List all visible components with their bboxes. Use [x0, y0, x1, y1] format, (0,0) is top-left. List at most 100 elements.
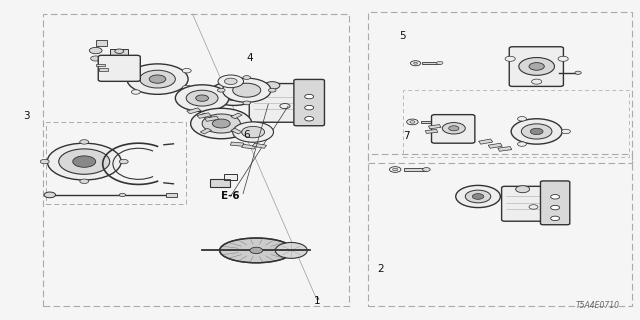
Circle shape — [182, 68, 191, 73]
Circle shape — [531, 128, 543, 135]
Circle shape — [550, 216, 559, 220]
Circle shape — [73, 156, 96, 167]
Text: 2: 2 — [377, 264, 384, 275]
Bar — [231, 128, 242, 134]
Circle shape — [550, 195, 559, 199]
Bar — [197, 113, 211, 118]
Circle shape — [233, 122, 273, 142]
Circle shape — [175, 85, 229, 111]
Circle shape — [90, 47, 102, 54]
Text: E-6: E-6 — [221, 191, 240, 202]
Bar — [187, 108, 201, 114]
Text: 4: 4 — [246, 53, 253, 63]
Bar — [404, 168, 426, 171]
Circle shape — [119, 159, 128, 164]
Circle shape — [242, 126, 264, 138]
Bar — [211, 179, 230, 187]
Circle shape — [393, 168, 397, 171]
Circle shape — [131, 90, 140, 94]
Circle shape — [80, 179, 89, 183]
Circle shape — [218, 75, 244, 88]
Circle shape — [109, 60, 129, 69]
Bar — [200, 128, 212, 134]
Circle shape — [422, 168, 430, 172]
Circle shape — [406, 119, 418, 125]
FancyBboxPatch shape — [431, 115, 475, 143]
Circle shape — [305, 116, 314, 121]
Bar — [99, 68, 108, 71]
Circle shape — [519, 58, 554, 75]
Bar — [166, 193, 177, 197]
Circle shape — [223, 78, 271, 102]
Bar — [110, 49, 128, 56]
Circle shape — [390, 167, 401, 172]
Circle shape — [522, 124, 552, 139]
Bar — [205, 116, 219, 121]
Circle shape — [436, 61, 443, 65]
Circle shape — [140, 70, 175, 88]
Circle shape — [558, 56, 568, 61]
Circle shape — [456, 185, 500, 208]
Bar — [428, 124, 441, 129]
Bar — [242, 144, 255, 149]
Ellipse shape — [220, 238, 293, 263]
Circle shape — [91, 56, 100, 61]
Circle shape — [518, 142, 527, 146]
Circle shape — [449, 126, 459, 131]
Circle shape — [212, 119, 230, 128]
Circle shape — [561, 129, 570, 134]
Circle shape — [472, 194, 484, 199]
Bar — [96, 40, 107, 46]
Circle shape — [44, 192, 56, 198]
Bar — [96, 64, 104, 66]
Circle shape — [115, 49, 124, 53]
Circle shape — [228, 90, 241, 97]
Circle shape — [550, 205, 559, 210]
Circle shape — [264, 82, 280, 89]
Circle shape — [275, 243, 307, 258]
Circle shape — [186, 90, 218, 106]
Circle shape — [268, 88, 276, 92]
Bar — [479, 139, 493, 144]
FancyBboxPatch shape — [99, 55, 140, 81]
Circle shape — [149, 75, 166, 83]
FancyBboxPatch shape — [540, 181, 570, 225]
Text: 5: 5 — [399, 31, 406, 41]
Circle shape — [532, 79, 541, 84]
Text: 1: 1 — [314, 296, 320, 306]
Circle shape — [243, 76, 250, 79]
Circle shape — [442, 123, 465, 134]
Circle shape — [225, 78, 237, 84]
Bar — [498, 147, 512, 151]
Circle shape — [529, 205, 538, 209]
Circle shape — [218, 88, 225, 92]
Circle shape — [413, 62, 417, 64]
Circle shape — [250, 247, 262, 253]
Circle shape — [131, 64, 140, 68]
Bar — [488, 143, 502, 148]
Circle shape — [182, 85, 191, 90]
Circle shape — [465, 190, 491, 203]
FancyBboxPatch shape — [502, 186, 549, 221]
Circle shape — [511, 119, 562, 144]
Text: 7: 7 — [403, 131, 410, 141]
Circle shape — [115, 63, 124, 67]
Circle shape — [410, 61, 420, 66]
Circle shape — [127, 64, 188, 94]
Bar — [230, 142, 244, 146]
Bar — [225, 174, 237, 180]
Text: 6: 6 — [243, 130, 250, 140]
Circle shape — [505, 56, 515, 61]
Circle shape — [529, 63, 544, 70]
Circle shape — [305, 105, 314, 110]
Circle shape — [119, 193, 125, 196]
Bar — [200, 113, 212, 119]
FancyBboxPatch shape — [509, 47, 563, 86]
Bar — [252, 143, 266, 148]
Bar — [420, 121, 441, 123]
Text: T5A4E0710: T5A4E0710 — [575, 301, 620, 310]
Circle shape — [80, 140, 89, 144]
Circle shape — [410, 121, 415, 123]
Circle shape — [518, 116, 527, 121]
FancyBboxPatch shape — [294, 79, 324, 126]
